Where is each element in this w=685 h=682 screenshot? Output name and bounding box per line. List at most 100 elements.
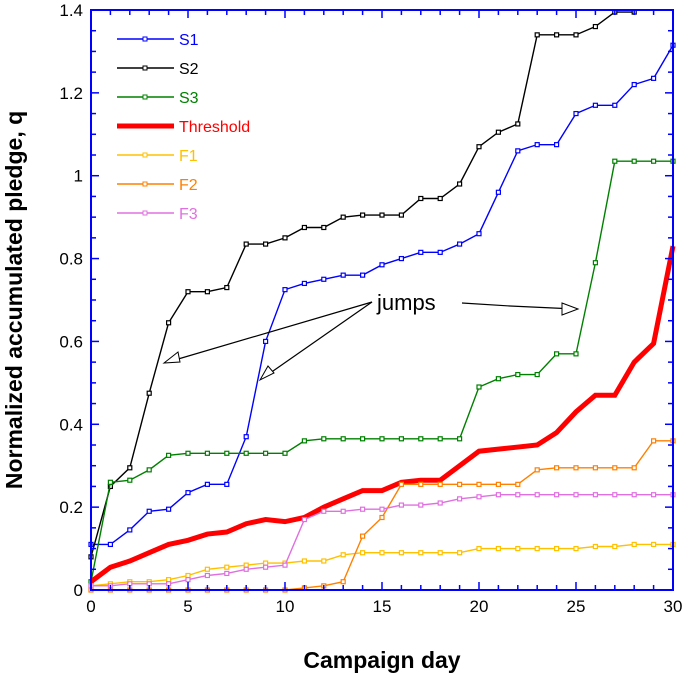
- data-point-f2: [457, 481, 463, 487]
- data-point-s2: [243, 241, 249, 247]
- data-point-f3: [650, 492, 657, 498]
- data-point-f1: [166, 577, 172, 583]
- data-point-s1: [185, 490, 191, 496]
- data-point-s2: [592, 23, 599, 30]
- data-point-f3: [340, 508, 346, 514]
- data-point-f1: [495, 545, 501, 552]
- x-axis-label: Campaign day: [303, 647, 460, 673]
- data-point-f1: [418, 550, 424, 556]
- data-point-f2: [360, 533, 366, 539]
- data-point-s2: [360, 212, 366, 218]
- arrowhead: [561, 302, 580, 316]
- data-point-f2: [573, 465, 579, 471]
- data-point-s1: [650, 75, 657, 81]
- data-point-s1: [127, 527, 133, 533]
- data-point-f3: [398, 502, 404, 508]
- data-point-s1: [321, 276, 327, 282]
- data-point-f2: [437, 481, 443, 487]
- data-point-s2: [146, 390, 152, 396]
- x-tick-label: 10: [276, 597, 295, 616]
- data-point-s2: [495, 129, 501, 135]
- data-point-s2: [379, 212, 385, 218]
- legend-marker: [142, 181, 148, 187]
- legend-label: Threshold: [179, 119, 250, 136]
- data-point-s2: [185, 289, 191, 295]
- data-point-f1: [457, 550, 463, 556]
- data-point-f1: [631, 541, 637, 548]
- data-point-s2: [515, 121, 521, 127]
- data-point-f1: [398, 550, 404, 556]
- data-point-f3: [379, 506, 385, 512]
- data-point-f1: [204, 566, 210, 572]
- data-point-s1: [437, 249, 443, 255]
- data-point-s1: [534, 142, 540, 148]
- data-point-s3: [204, 450, 210, 456]
- data-point-f3: [573, 492, 579, 498]
- series-line-s2: [90, 11, 635, 558]
- data-point-f2: [418, 481, 424, 487]
- data-point-f2: [631, 465, 637, 471]
- data-point-f2: [398, 481, 404, 487]
- data-point-s1: [282, 287, 288, 293]
- data-point-s2: [553, 32, 560, 38]
- legend-label: S3: [179, 90, 199, 107]
- legend-marker: [142, 36, 148, 42]
- data-point-s3: [146, 467, 152, 473]
- data-point-f3: [360, 506, 366, 512]
- data-point-s2: [224, 284, 230, 291]
- data-point-s3: [553, 351, 560, 357]
- data-point-s3: [650, 158, 657, 164]
- x-tick-label: 0: [86, 597, 95, 616]
- data-point-f2: [592, 465, 599, 471]
- data-point-s1: [553, 142, 560, 148]
- data-point-s3: [282, 450, 288, 456]
- data-point-f3: [631, 492, 637, 498]
- data-point-s2: [573, 32, 579, 38]
- legend-label: F3: [179, 206, 198, 223]
- data-point-s1: [631, 81, 637, 88]
- data-point-f1: [515, 545, 521, 552]
- data-point-s2: [127, 465, 133, 471]
- data-point-s1: [398, 255, 404, 262]
- data-point-s1: [204, 481, 210, 487]
- data-point-f1: [224, 564, 230, 570]
- data-point-s1: [612, 102, 618, 108]
- y-tick-label: 0.2: [59, 498, 83, 517]
- data-point-f1: [340, 552, 346, 558]
- arrowhead: [162, 351, 181, 364]
- data-point-f3: [243, 566, 249, 572]
- data-point-f1: [553, 545, 560, 552]
- data-point-s2: [437, 195, 443, 202]
- data-point-f1: [360, 550, 366, 556]
- x-tick-label: 20: [470, 597, 489, 616]
- series-line-threshold: [89, 245, 676, 584]
- data-point-f3: [612, 492, 618, 498]
- data-point-s1: [263, 338, 269, 345]
- data-point-s1: [476, 231, 482, 237]
- data-point-s1: [360, 272, 366, 278]
- data-point-f3: [437, 500, 443, 506]
- data-point-s1: [243, 434, 249, 440]
- x-tick-label: 5: [183, 597, 192, 616]
- data-point-s3: [243, 450, 249, 456]
- data-point-f1: [573, 545, 579, 552]
- legend-marker: [142, 152, 148, 158]
- data-point-f2: [534, 467, 540, 473]
- data-point-f3: [263, 564, 269, 570]
- y-axis-label: Normalized accumulated pledge, q: [1, 111, 27, 489]
- data-point-f3: [321, 508, 327, 514]
- data-point-s1: [301, 280, 307, 287]
- data-point-s1: [146, 508, 152, 514]
- data-point-s3: [476, 384, 482, 390]
- data-point-s3: [340, 436, 346, 442]
- data-point-f1: [650, 541, 657, 548]
- data-point-f1: [301, 558, 307, 564]
- y-tick-label: 1: [74, 167, 83, 186]
- data-point-f3: [418, 502, 424, 508]
- jumps-annotation: jumps: [162, 290, 580, 382]
- data-point-s3: [398, 436, 404, 442]
- data-point-f3: [301, 516, 307, 523]
- data-point-f2: [476, 481, 482, 487]
- data-point-s3: [127, 477, 133, 483]
- data-point-s1: [495, 189, 501, 195]
